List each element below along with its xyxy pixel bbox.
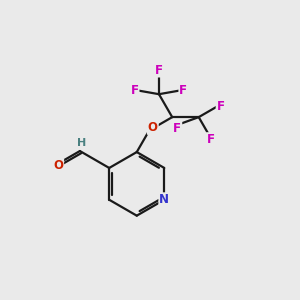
Text: F: F bbox=[130, 84, 139, 97]
Text: F: F bbox=[217, 100, 225, 113]
Text: F: F bbox=[173, 122, 181, 135]
Text: N: N bbox=[159, 193, 169, 206]
Text: F: F bbox=[179, 84, 188, 97]
Text: O: O bbox=[148, 121, 158, 134]
Text: F: F bbox=[207, 133, 215, 146]
Text: H: H bbox=[77, 138, 86, 148]
Text: F: F bbox=[155, 64, 163, 76]
Text: O: O bbox=[53, 159, 63, 172]
